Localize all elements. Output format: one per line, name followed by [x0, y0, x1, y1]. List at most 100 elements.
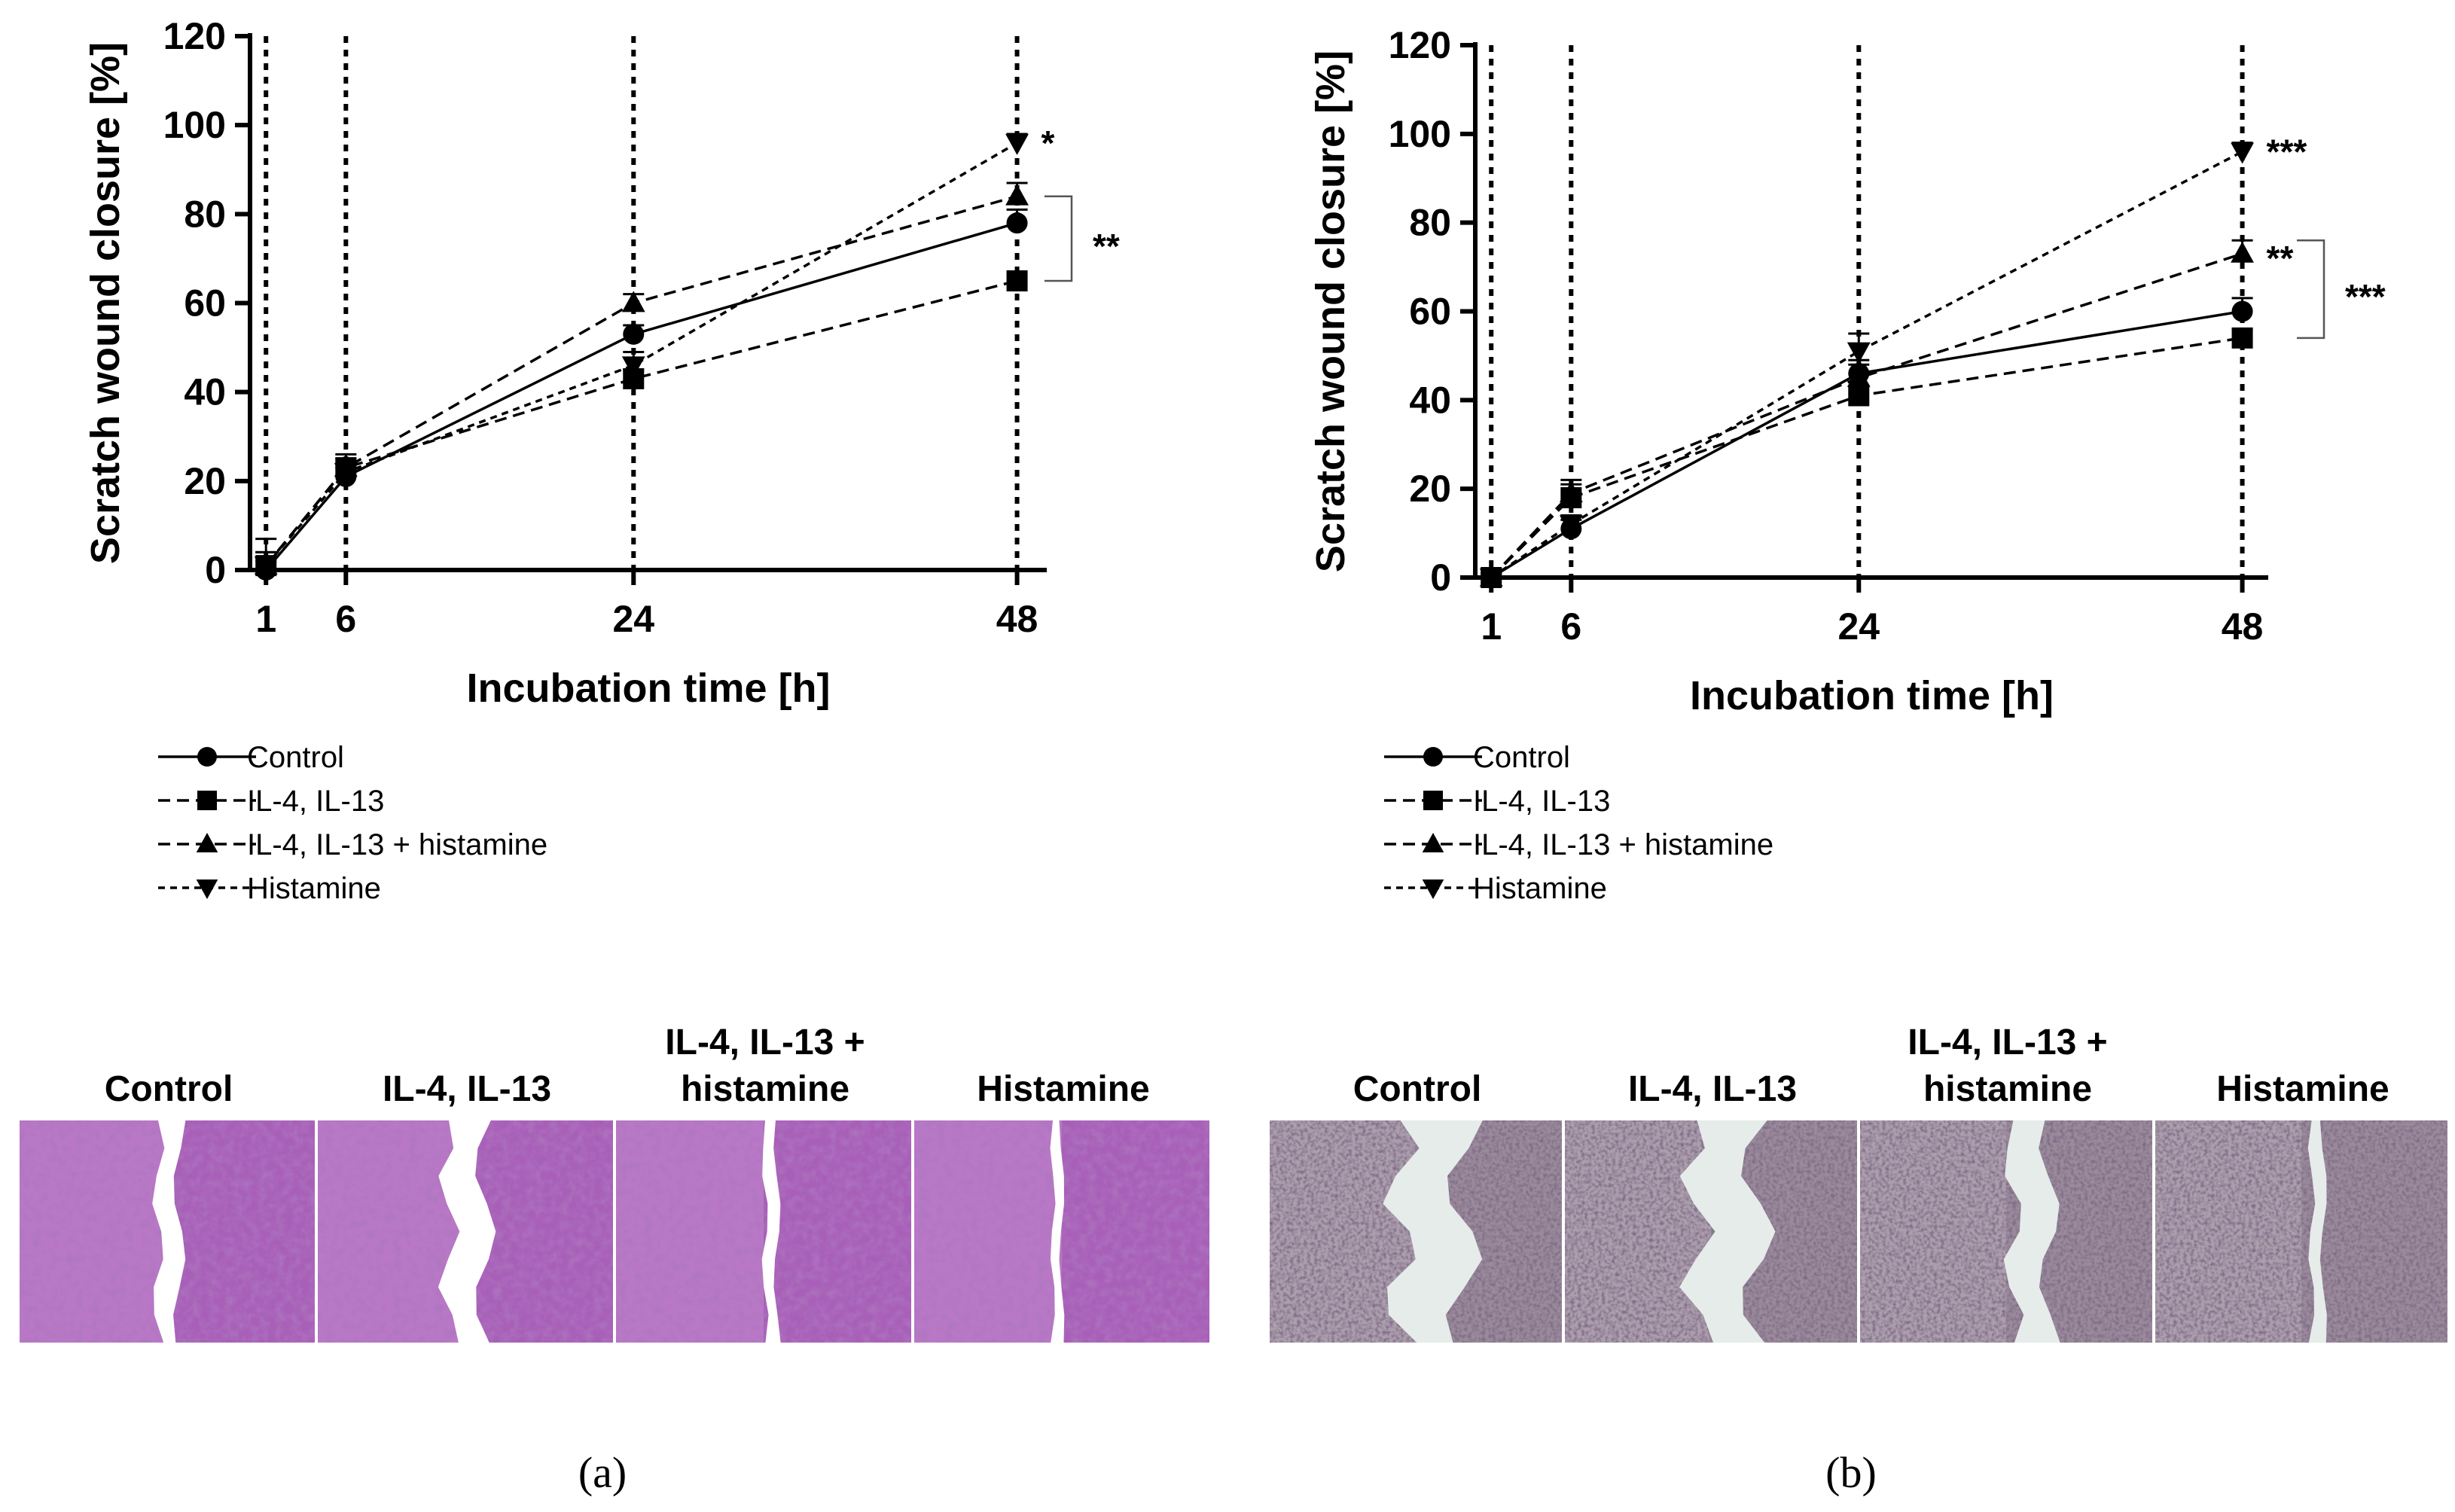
- y-tick-label: 20: [184, 460, 226, 502]
- x-axis-label: Incubation time [h]: [1690, 673, 2054, 718]
- chart-panel-a: 0 20 40 60 80 100 120 1 6 24 48 Incubation time [h]…: [83, 15, 1120, 711]
- y-tick-label: 80: [1409, 202, 1451, 244]
- legend-label: IL-4, IL-13 + histamine: [1473, 828, 1773, 861]
- significance-label: ***: [2345, 277, 2386, 316]
- x-axis-label: Incubation time [h]: [467, 666, 831, 711]
- data-point: [334, 463, 358, 485]
- y-tick-label: 60: [1409, 291, 1451, 333]
- caption-b: (b): [1825, 1448, 1877, 1497]
- series-histamine: [1479, 142, 2254, 590]
- micrograph-label: IL-4, IL-13 +: [1908, 1023, 2107, 1062]
- micrograph-label: Histamine: [977, 1069, 1149, 1109]
- data-point: [2231, 241, 2254, 263]
- x-tick-label: 6: [335, 598, 356, 640]
- x-tick-label: 24: [612, 598, 654, 640]
- series-il-4-il-13: [1481, 327, 2253, 588]
- data-point: [254, 556, 278, 578]
- micrograph-tile: [914, 1120, 1209, 1343]
- x-tick-label: 6: [1560, 605, 1581, 648]
- x-tick-label: 1: [1481, 605, 1502, 648]
- wound-gap: [152, 1120, 186, 1343]
- y-axis-label: Scratch wound closure [%]: [1308, 50, 1353, 572]
- data-point: [623, 367, 645, 389]
- data-point: [1559, 515, 1583, 537]
- x-tick-label: 1: [255, 598, 276, 640]
- micrograph-strip-b: Control IL-4, IL-13 IL-4, IL-13 + histamine…: [1270, 1023, 2447, 1343]
- series-histamine: [254, 133, 1029, 578]
- y-tick-label: 120: [163, 15, 226, 57]
- series-line: [264, 279, 1017, 567]
- micrograph-texture: [1860, 1120, 2152, 1343]
- y-tick-label: 20: [1409, 468, 1451, 510]
- series-line: [264, 221, 1018, 572]
- legend-marker: [197, 791, 217, 810]
- legend-marker: [1422, 833, 1444, 853]
- data-point: [621, 356, 645, 378]
- micrograph-label: Control: [1353, 1069, 1482, 1109]
- legend-label: IL-4, IL-13: [1473, 785, 1610, 818]
- series-line: [264, 142, 1018, 567]
- legend-marker: [196, 879, 218, 899]
- chart-panel-b: 0 20 40 60 80 100 120 1 6 24 48 Incubation time [h]…: [1308, 24, 2386, 718]
- series-line: [1490, 252, 2243, 579]
- series-line: [264, 195, 1018, 567]
- micrograph-tile: [318, 1120, 613, 1343]
- significance-bracket: [2297, 239, 2325, 340]
- significance-label: **: [1093, 227, 1120, 266]
- y-tick-label: 100: [1389, 113, 1451, 155]
- y-tick-label: 40: [1409, 379, 1451, 421]
- micrograph-label: IL-4, IL-13 +: [665, 1023, 865, 1062]
- micrograph-tile: [1270, 1120, 1562, 1343]
- significance-label: ***: [2267, 133, 2307, 172]
- y-tick-label: 0: [205, 549, 226, 591]
- wound-gap: [438, 1120, 496, 1343]
- wound-gap: [2307, 1120, 2327, 1343]
- significance-bracket: [1045, 195, 1073, 282]
- data-point: [2231, 327, 2253, 349]
- y-tick-label: 80: [184, 193, 226, 235]
- micrograph-label: histamine: [681, 1069, 849, 1109]
- data-point: [1559, 480, 1583, 502]
- series-il-4-il-13: [255, 270, 1028, 577]
- wound-gap: [761, 1120, 781, 1343]
- micrograph-label: IL-4, IL-13: [1628, 1069, 1797, 1109]
- y-tick-label: 100: [163, 104, 226, 146]
- micrograph-tile: [616, 1120, 911, 1343]
- micrograph-texture: [2155, 1120, 2447, 1343]
- x-tick-label: 24: [1837, 605, 1880, 648]
- significance-label: *: [1041, 123, 1055, 163]
- series-il-4-il-13-histamine: [1479, 239, 2254, 587]
- micrograph-tile: [1860, 1120, 2152, 1343]
- y-axis-label: Scratch wound closure [%]: [83, 42, 128, 564]
- data-point: [621, 291, 645, 312]
- y-tick-label: 60: [184, 282, 226, 325]
- data-point: [1006, 212, 1028, 234]
- data-point: [1848, 385, 1870, 407]
- legend-panel-b: Control IL-4, IL-13 IL-4, IL-13 + histamin…: [1384, 741, 1773, 905]
- wound-gap: [1050, 1120, 1065, 1343]
- y-tick-label: 120: [1389, 24, 1451, 66]
- x-tick-label: 48: [2222, 605, 2264, 648]
- legend-panel-a: Control IL-4, IL-13 IL-4, IL-13 + histamin…: [158, 741, 547, 905]
- legend-marker: [1423, 791, 1443, 810]
- legend-label: Control: [1473, 741, 1570, 774]
- data-point: [1479, 569, 1503, 590]
- legend-label: Histamine: [1473, 872, 1607, 905]
- data-point: [1847, 365, 1871, 387]
- wound-gap: [1383, 1120, 1483, 1343]
- data-point: [1005, 184, 1029, 206]
- micrograph-tile: [1565, 1120, 1857, 1343]
- legend-label: IL-4, IL-13: [247, 785, 384, 818]
- legend-marker: [1423, 747, 1443, 767]
- data-point: [2231, 300, 2253, 322]
- caption-a: (a): [578, 1448, 627, 1497]
- micrograph-strip-a: Control IL-4, IL-13 IL-4, IL-13 + histamine…: [20, 1023, 1209, 1343]
- legend-label: Control: [247, 741, 344, 774]
- micrograph-label: Histamine: [2216, 1069, 2389, 1109]
- series-control: [1481, 297, 2253, 588]
- legend-label: IL-4, IL-13 + histamine: [247, 828, 547, 861]
- legend-marker: [1422, 879, 1444, 899]
- legend-marker: [197, 747, 217, 767]
- y-tick-label: 40: [184, 371, 226, 413]
